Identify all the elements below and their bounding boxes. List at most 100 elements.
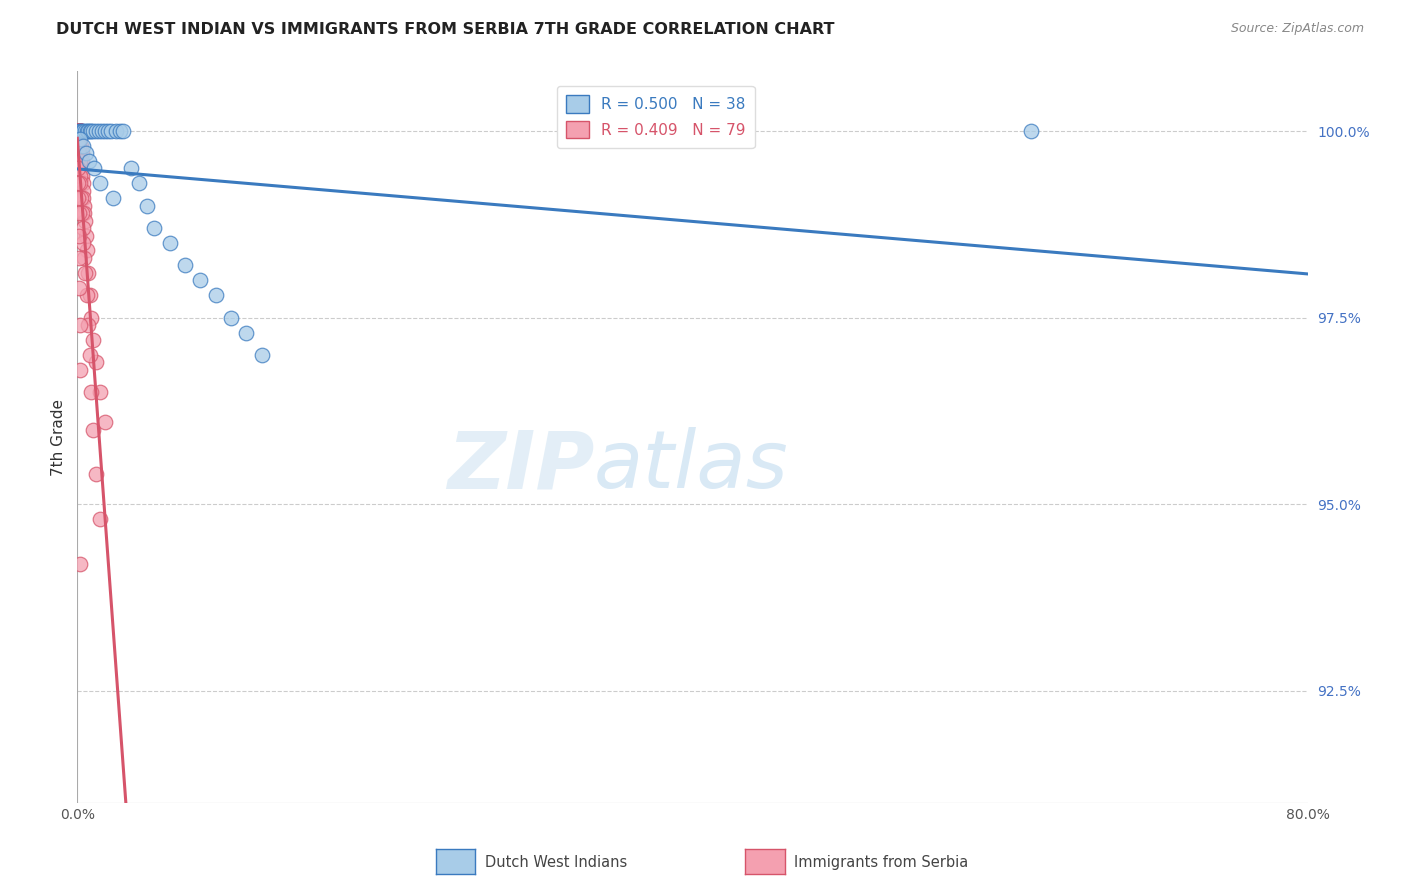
Point [73, 124, 96, 138]
Point [76, 244, 98, 258]
Point [159, 235, 181, 250]
Point [69, 124, 91, 138]
Point [69, 153, 91, 168]
Point [67, 124, 90, 138]
Point [66, 124, 89, 138]
Point [120, 161, 142, 176]
Point [69, 124, 91, 138]
Point [70, 191, 93, 205]
Point [77, 124, 100, 138]
Point [84, 467, 107, 482]
Point [100, 124, 122, 138]
Point [67, 124, 90, 138]
Point [76, 124, 98, 138]
Point [219, 310, 242, 325]
Point [69, 124, 91, 138]
Point [76, 288, 98, 302]
Point [75, 228, 97, 243]
Point [70, 146, 93, 161]
Point [69, 557, 91, 571]
Point [80, 310, 103, 325]
Point [70, 124, 93, 138]
Point [77, 153, 100, 168]
Point [82, 124, 104, 138]
Point [89, 512, 111, 526]
Point [94, 124, 117, 138]
Point [67, 251, 90, 265]
Point [69, 131, 91, 145]
Point [67, 124, 90, 138]
Point [72, 221, 94, 235]
Point [67, 124, 90, 138]
Point [67, 139, 90, 153]
Point [80, 385, 103, 400]
Text: Dutch West Indians: Dutch West Indians [485, 855, 627, 870]
Point [70, 153, 93, 168]
Point [73, 213, 96, 227]
Point [90, 124, 114, 138]
Point [69, 124, 91, 138]
Point [89, 177, 111, 191]
Point [97, 124, 120, 138]
Point [1019, 124, 1042, 138]
Text: atlas: atlas [595, 427, 789, 506]
Point [72, 124, 94, 138]
Point [67, 177, 90, 191]
Point [84, 124, 107, 138]
Point [190, 273, 212, 287]
Point [72, 184, 94, 198]
Point [70, 169, 93, 183]
Point [174, 259, 197, 273]
Point [73, 266, 96, 280]
Point [73, 206, 96, 220]
Point [67, 281, 90, 295]
Point [87, 124, 110, 138]
Point [77, 266, 100, 280]
Point [89, 385, 111, 400]
Point [75, 146, 97, 161]
Point [73, 199, 96, 213]
Point [67, 206, 90, 220]
Point [204, 288, 226, 302]
Point [69, 124, 91, 138]
Point [112, 124, 135, 138]
Point [70, 139, 93, 153]
Point [69, 124, 91, 138]
Point [67, 124, 90, 138]
Point [79, 124, 101, 138]
Point [82, 423, 104, 437]
Point [77, 318, 100, 332]
Point [94, 415, 117, 429]
Point [72, 235, 94, 250]
Point [67, 124, 90, 138]
Point [69, 169, 91, 183]
Point [66, 124, 89, 138]
Point [104, 124, 127, 138]
Point [72, 177, 94, 191]
Point [69, 318, 91, 332]
Point [69, 124, 91, 138]
Point [67, 228, 90, 243]
Point [73, 251, 96, 265]
Point [135, 199, 157, 213]
Point [67, 124, 90, 138]
Point [69, 177, 91, 191]
Point [67, 191, 90, 205]
Point [72, 139, 94, 153]
Text: ZIP: ZIP [447, 427, 595, 506]
Point [67, 124, 90, 138]
Point [69, 363, 91, 377]
Text: DUTCH WEST INDIAN VS IMMIGRANTS FROM SERBIA 7TH GRADE CORRELATION CHART: DUTCH WEST INDIAN VS IMMIGRANTS FROM SER… [56, 22, 835, 37]
Point [128, 177, 150, 191]
Point [80, 124, 103, 138]
Y-axis label: 7th Grade: 7th Grade [51, 399, 66, 475]
Point [66, 124, 89, 138]
Point [143, 221, 166, 235]
Point [67, 161, 90, 176]
Point [67, 124, 90, 138]
Legend: R = 0.500   N = 38, R = 0.409   N = 79: R = 0.500 N = 38, R = 0.409 N = 79 [557, 87, 755, 147]
Point [110, 124, 132, 138]
Point [69, 124, 91, 138]
Point [235, 326, 257, 340]
Point [67, 124, 90, 138]
